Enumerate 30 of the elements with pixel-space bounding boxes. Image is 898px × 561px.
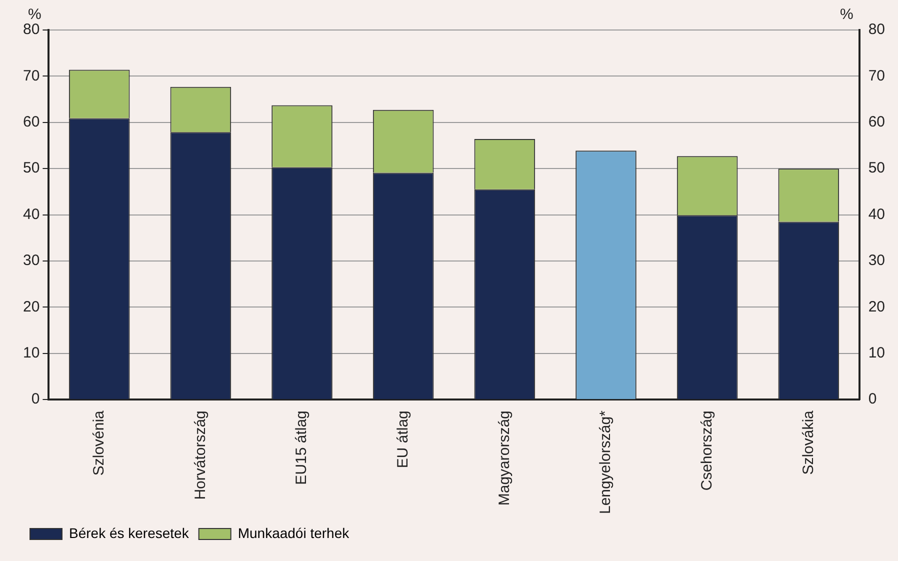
y2-tick-label: 0 — [868, 390, 877, 408]
y-tick-label: 0 — [31, 390, 40, 408]
x-tick-label: Csehország — [698, 410, 716, 491]
y2-tick-label: 40 — [868, 206, 886, 223]
y2-tick-label: 30 — [868, 252, 886, 270]
x-tick-label: Horvátország — [192, 410, 209, 500]
y-tick-label: 20 — [22, 298, 40, 316]
y2-tick-label: 70 — [868, 67, 886, 84]
x-tick-label: Szlovénia — [90, 410, 108, 476]
legend-label: Bérek és keresetek — [69, 524, 190, 541]
y2-tick-label: 60 — [868, 114, 886, 131]
x-tick-label: EU15 átlag — [293, 410, 310, 485]
y-tick-label: 80 — [22, 21, 40, 38]
y2-tick-label: 10 — [868, 344, 886, 362]
y-tick-label: 10 — [22, 344, 40, 362]
y-tick-label: 40 — [22, 206, 40, 223]
x-tick-label: Lengyelország* — [597, 410, 614, 514]
y-tick-label: 50 — [22, 160, 40, 177]
y2-tick-label: 50 — [868, 160, 886, 177]
y-tick-label: 70 — [22, 67, 40, 84]
y2-tick-label: 20 — [868, 298, 886, 316]
x-tick-label: EU átlag — [394, 410, 412, 468]
y2-axis-title: % — [840, 6, 854, 23]
y-tick-label: 60 — [22, 114, 40, 131]
y2-tick-label: 80 — [868, 21, 886, 38]
legend-label: Munkaadói terhek — [238, 524, 350, 541]
y-tick-label: 30 — [22, 252, 40, 270]
y-axis-title: % — [28, 6, 42, 23]
x-tick-label: Szlovákia — [800, 410, 817, 475]
x-tick-label: Magyarország — [496, 410, 513, 506]
